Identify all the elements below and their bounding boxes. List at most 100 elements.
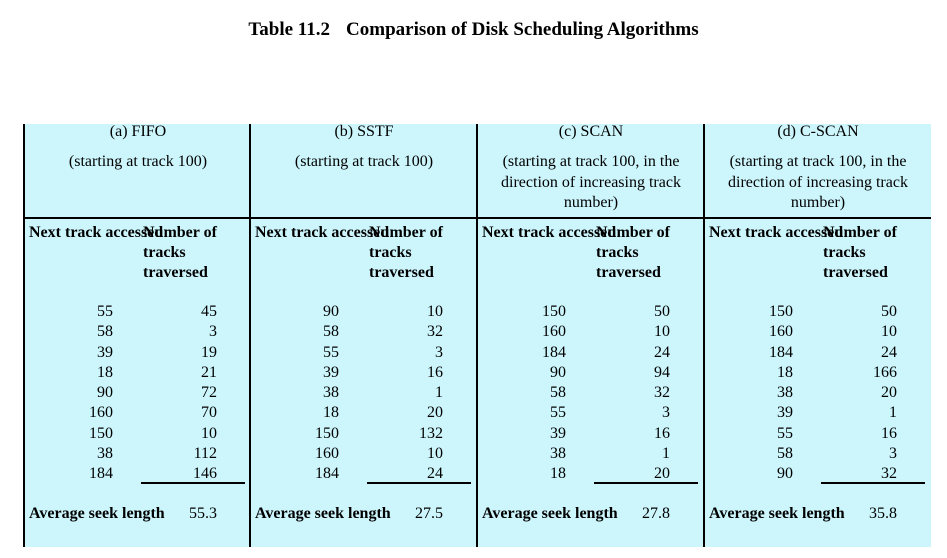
average-seek-label: Average seek length [255,505,391,522]
next-track-cell: 38 [97,445,113,463]
tracks-traversed-cell: 3 [662,404,670,422]
next-track-cell: 39 [777,404,793,422]
tracks-traversed-cell: 20 [881,384,897,402]
panel-fifo: (a) FIFO (starting at track 100) Next tr… [25,123,251,547]
panel-scan: (c) SCAN (starting at track 100, in the … [478,123,704,547]
panel-sstf: (b) SSTF (starting at track 100) Next tr… [251,123,477,547]
average-seek-label: Average seek length [482,505,618,522]
table-number: Table 11.2 [248,19,331,40]
tracks-traversed-cell: 1 [889,404,897,422]
next-track-cell: 90 [777,465,793,483]
average-seek-value: 55.3 [189,505,217,522]
tracks-traversed-cell: 32 [881,465,897,483]
algorithm-name: (c) SCAN [558,123,624,140]
table-row: 184 24 [705,343,931,363]
tracks-traversed-cell: 24 [881,343,897,361]
tracks-traversed-cell: 32 [654,384,670,402]
column-divider [249,124,251,547]
next-track-cell: 150 [542,303,566,320]
data-rows: 150 50 160 10 184 24 90 94 58 32 55 3 39 16 38 1 18 20 [478,302,704,485]
table-row: 38 20 [705,383,931,403]
tracks-traversed-cell: 50 [881,303,897,320]
tracks-traversed-cell: 50 [654,303,670,320]
tracks-traversed-cell: 24 [654,343,670,361]
tracks-traversed-cell: 19 [201,343,217,361]
table-row: 38 1 [251,383,477,403]
next-track-cell: 160 [542,323,566,341]
table-row: 18 166 [705,363,931,383]
panel-c-scan: (d) C-SCAN (starting at track 100, in th… [705,123,931,547]
tracks-traversed-cell: 16 [654,424,670,442]
tracks-traversed-cell: 21 [201,363,217,381]
algorithm-name: (b) SSTF [334,123,394,140]
scheduling-table: (a) FIFO (starting at track 100) Next tr… [23,123,931,547]
next-track-cell: 160 [769,323,793,341]
table-row: 55 3 [478,403,704,423]
data-rows: 90 10 58 32 55 3 39 16 38 1 18 20 150 132 160 10 184 24 [251,302,477,485]
tracks-traversed-cell: 3 [889,445,897,463]
table-row: 160 10 [705,322,931,342]
table-row: 55 45 [25,302,251,322]
tracks-traversed-cell: 132 [419,424,443,442]
table-row: 39 1 [705,403,931,423]
table-row: 39 16 [251,363,477,383]
tracks-traversed-cell: 112 [193,445,217,463]
tracks-traversed-cell: 20 [427,404,443,422]
next-track-cell: 38 [550,445,566,463]
next-track-cell: 58 [97,323,113,341]
table-row: 184 146 [25,464,251,484]
table-row: 18 21 [25,363,251,383]
next-track-cell: 55 [777,424,793,442]
next-track-cell: 184 [315,465,339,483]
next-track-cell: 150 [769,303,793,320]
column-divider [703,124,705,547]
table-row: 58 32 [478,383,704,403]
tracks-traversed-cell: 1 [662,445,670,463]
data-rows: 55 45 58 3 39 19 18 21 90 72 160 70 150 10 38 112 184 146 [25,302,251,485]
next-track-cell: 55 [97,303,113,320]
starting-condition: (starting at track 100) [294,153,434,170]
table-row: 160 10 [478,322,704,342]
next-track-cell: 39 [550,424,566,442]
tracks-traversed-header: Number of tracks traversed [369,224,443,281]
tracks-traversed-header: Number of tracks traversed [143,224,217,281]
average-seek-value: 27.8 [642,505,670,522]
tracks-traversed-cell: 3 [209,323,217,341]
tracks-traversed-cell: 3 [435,343,443,361]
table-row: 184 24 [478,343,704,363]
tracks-traversed-cell: 24 [427,465,443,483]
sum-underline [594,482,698,484]
table-row: 90 94 [478,363,704,383]
table-row: 150 50 [478,302,704,322]
next-track-cell: 160 [315,445,339,463]
next-track-cell: 90 [550,363,566,381]
header-divider [25,217,931,219]
tracks-traversed-cell: 72 [201,384,217,402]
next-track-cell: 38 [777,384,793,402]
tracks-traversed-cell: 10 [427,303,443,320]
table-row: 39 19 [25,343,251,363]
table-row: 18 20 [251,403,477,423]
next-track-cell: 39 [97,343,113,361]
sum-underline [141,482,245,484]
tracks-traversed-cell: 10 [881,323,897,341]
tracks-traversed-cell: 16 [427,363,443,381]
table-row: 90 10 [251,302,477,322]
tracks-traversed-cell: 10 [201,424,217,442]
next-track-header: Next track accessed [255,224,390,241]
average-seek-value: 27.5 [415,505,443,522]
next-track-cell: 184 [542,343,566,361]
average-seek-label: Average seek length [709,505,845,522]
tracks-traversed-cell: 10 [654,323,670,341]
next-track-cell: 18 [323,404,339,422]
table-caption: Comparison of Disk Scheduling Algorithms [346,19,699,40]
next-track-header: Next track accessed [482,224,617,241]
next-track-cell: 18 [97,363,113,381]
next-track-cell: 18 [550,465,566,483]
average-seek-label: Average seek length [29,505,165,522]
next-track-cell: 18 [777,363,793,381]
tracks-traversed-cell: 10 [427,445,443,463]
tracks-traversed-header: Number of tracks traversed [596,224,670,281]
next-track-cell: 90 [97,384,113,402]
data-rows: 150 50 160 10 184 24 18 166 38 20 39 1 55 16 58 3 90 32 [705,302,931,485]
